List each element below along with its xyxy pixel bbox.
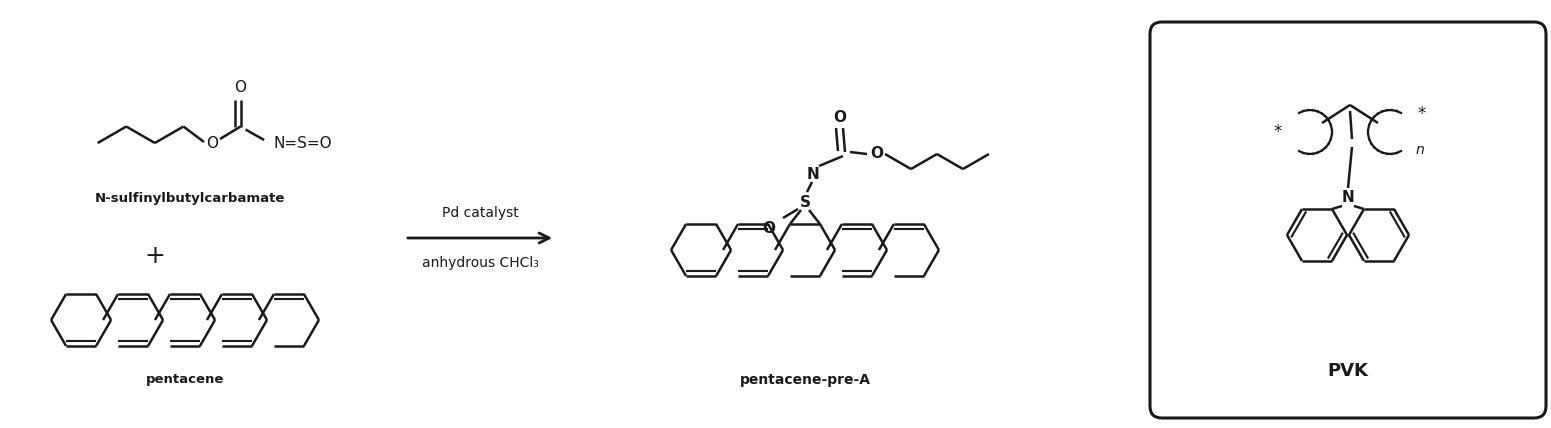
Text: N=S=O: N=S=O bbox=[273, 136, 332, 151]
Text: n: n bbox=[1416, 143, 1424, 157]
Text: pentacene-pre-A: pentacene-pre-A bbox=[740, 373, 870, 387]
Text: anhydrous CHCl₃: anhydrous CHCl₃ bbox=[422, 256, 538, 270]
Text: +: + bbox=[144, 244, 166, 268]
Text: O: O bbox=[870, 146, 884, 160]
Text: N: N bbox=[1342, 190, 1354, 205]
Text: N: N bbox=[807, 166, 819, 181]
Text: Pd catalyst: Pd catalyst bbox=[442, 206, 518, 220]
Text: *: * bbox=[1273, 123, 1283, 141]
Text: O: O bbox=[763, 220, 776, 235]
Text: *: * bbox=[1418, 105, 1427, 123]
Text: S: S bbox=[799, 194, 811, 210]
FancyBboxPatch shape bbox=[1149, 22, 1546, 418]
Text: O: O bbox=[234, 80, 247, 95]
Text: O: O bbox=[206, 136, 219, 151]
Text: PVK: PVK bbox=[1328, 362, 1368, 380]
Text: pentacene: pentacene bbox=[146, 374, 225, 386]
Text: O: O bbox=[833, 110, 847, 125]
Text: N-sulfinylbutylcarbamate: N-sulfinylbutylcarbamate bbox=[95, 191, 285, 205]
